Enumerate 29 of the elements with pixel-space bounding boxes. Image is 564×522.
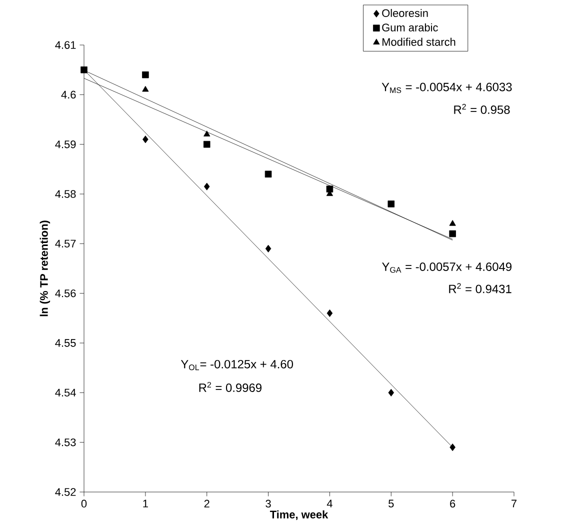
- x-tick-label: 2: [204, 500, 210, 508]
- y-tick-label: 4.57: [55, 240, 76, 248]
- legend-label: Oleoresin: [382, 8, 428, 18]
- y-tick-label: 4.55: [55, 339, 76, 347]
- x-tick-label: 0: [81, 500, 87, 508]
- x-tick-label: 3: [266, 500, 271, 508]
- x-tick-label: 1: [143, 500, 148, 508]
- y-tick-label: 4.6: [61, 90, 76, 99]
- annotation: R$^{2}$ = 0.9969: [199, 382, 262, 392]
- annotation: R$^{2}$ = 0.9431: [449, 283, 512, 294]
- y-tick-label: 4.56: [55, 289, 76, 298]
- y-tick-label: 4.54: [55, 388, 76, 396]
- y-tick-label: 4.52: [55, 488, 76, 496]
- y-axis-title: ln (% TP retention): [40, 220, 50, 316]
- x-tick-label: 6: [450, 500, 456, 508]
- annotation: Y$_{GA}$ = -0.0057x + 4.6049: [382, 262, 512, 273]
- x-tick-label: 7: [512, 500, 516, 508]
- y-tick-label: 4.53: [55, 438, 76, 446]
- annotation: R$^{2}$ = 0.958: [454, 104, 510, 114]
- annotation: Y$_{MS}$ = -0.0054x + 4.6033: [382, 82, 512, 94]
- y-tick-label: 4.59: [55, 140, 76, 148]
- x-tick-label: 4: [326, 500, 332, 508]
- annotation: Y$_{OL}$= -0.0125x + 4.60: [180, 360, 294, 370]
- y-tick-label: 4.61: [55, 41, 76, 49]
- y-tick-label: 4.58: [55, 190, 76, 198]
- legend-label: Gum arabic: [382, 23, 438, 32]
- x-tick-label: 5: [388, 500, 394, 508]
- x-axis-title: Time, week: [270, 510, 328, 520]
- legend-label: Modified starch: [382, 38, 456, 46]
